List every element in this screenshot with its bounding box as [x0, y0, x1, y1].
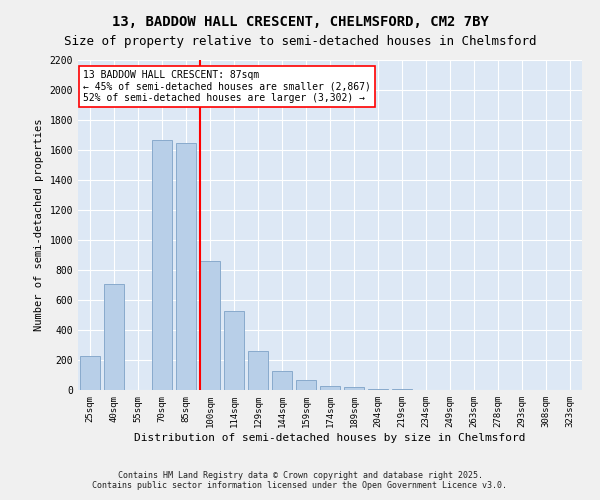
Bar	[152, 140, 172, 390]
Bar	[272, 370, 292, 390]
Bar	[176, 142, 196, 390]
Text: 13 BADDOW HALL CRESCENT: 87sqm
← 45% of semi-detached houses are smaller (2,867): 13 BADDOW HALL CRESCENT: 87sqm ← 45% of …	[83, 70, 371, 103]
Text: Size of property relative to semi-detached houses in Chelmsford: Size of property relative to semi-detach…	[64, 35, 536, 48]
Text: Contains HM Land Registry data © Crown copyright and database right 2025.
Contai: Contains HM Land Registry data © Crown c…	[92, 470, 508, 490]
Bar	[344, 387, 364, 390]
Bar	[104, 284, 124, 390]
Bar	[296, 380, 316, 390]
Bar	[200, 261, 220, 390]
Bar	[320, 386, 340, 390]
Bar	[368, 388, 388, 390]
Text: 13, BADDOW HALL CRESCENT, CHELMSFORD, CM2 7BY: 13, BADDOW HALL CRESCENT, CHELMSFORD, CM…	[112, 15, 488, 29]
Bar	[80, 356, 100, 390]
Y-axis label: Number of semi-detached properties: Number of semi-detached properties	[34, 118, 44, 331]
Bar	[248, 351, 268, 390]
Bar	[392, 389, 412, 390]
X-axis label: Distribution of semi-detached houses by size in Chelmsford: Distribution of semi-detached houses by …	[134, 432, 526, 442]
Bar	[224, 310, 244, 390]
